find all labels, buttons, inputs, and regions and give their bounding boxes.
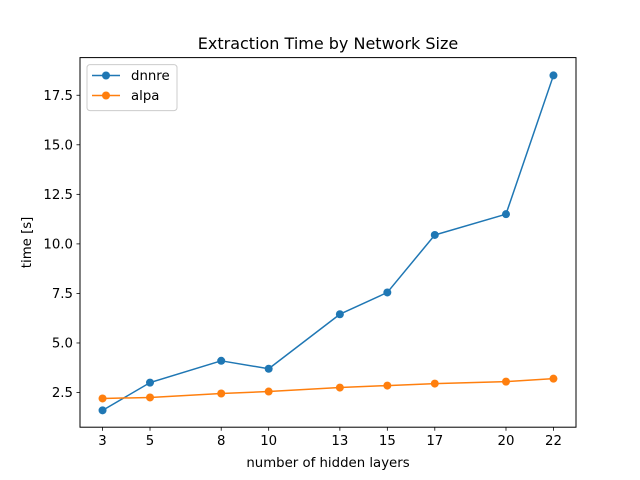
data-point-dnnre xyxy=(264,364,273,373)
y-tick-label: 10.0 xyxy=(43,237,73,252)
data-point-alpa xyxy=(98,394,107,403)
chart-title: Extraction Time by Network Size xyxy=(198,34,458,53)
series-layer xyxy=(98,71,558,415)
legend: dnnre alpa xyxy=(86,64,178,112)
data-point-alpa xyxy=(501,377,510,386)
y-axis-label: time [s] xyxy=(20,217,35,269)
plot-area: 3 5 8 10 13 15 17 20 22 2.5 5.0 7.5 10.0 12.5 15.0 17.… xyxy=(43,57,577,449)
x-axis-label: number of hidden layers xyxy=(246,456,409,471)
data-point-alpa xyxy=(383,381,392,390)
data-point-alpa xyxy=(549,374,558,383)
x-tick-label: 22 xyxy=(545,434,562,449)
data-point-alpa xyxy=(146,393,155,402)
y-tick-label: 12.5 xyxy=(43,188,73,203)
data-point-alpa xyxy=(430,379,439,388)
series-dnnre xyxy=(98,71,558,415)
series-line-alpa xyxy=(102,377,554,400)
y-tick-label: 7.5 xyxy=(52,287,73,302)
data-point-dnnre xyxy=(217,356,226,365)
x-tick-label: 8 xyxy=(217,434,225,449)
legend-marker-alpa xyxy=(102,91,110,100)
x-tick-label: 13 xyxy=(331,434,348,449)
x-tick-label: 10 xyxy=(260,434,277,449)
data-point-alpa xyxy=(217,389,226,398)
y-axis-ticks: 2.5 5.0 7.5 10.0 12.5 15.0 17.5 xyxy=(43,89,80,401)
x-axis-ticks: 3 5 8 10 13 15 17 20 22 xyxy=(98,427,562,449)
x-tick-label: 5 xyxy=(146,434,154,449)
data-point-dnnre xyxy=(383,288,392,297)
data-point-dnnre xyxy=(501,210,510,219)
series-alpa xyxy=(98,374,558,403)
y-tick-label: 5.0 xyxy=(52,337,73,352)
data-point-dnnre xyxy=(146,378,155,387)
legend-entry-alpa: alpa xyxy=(92,89,159,104)
x-tick-label: 20 xyxy=(498,434,515,449)
data-point-dnnre xyxy=(98,406,107,415)
legend-entry-dnnre: dnnre xyxy=(92,69,170,84)
data-point-dnnre xyxy=(549,71,558,80)
legend-label-alpa: alpa xyxy=(131,89,159,104)
x-tick-label: 17 xyxy=(426,434,443,449)
data-point-alpa xyxy=(264,387,273,396)
legend-label-dnnre: dnnre xyxy=(131,69,170,84)
data-point-dnnre xyxy=(430,230,439,239)
data-point-alpa xyxy=(335,383,344,392)
y-tick-label: 15.0 xyxy=(43,138,73,153)
axes-frame xyxy=(79,57,577,428)
y-tick-label: 17.5 xyxy=(43,89,73,104)
y-tick-label: 2.5 xyxy=(52,386,73,401)
legend-marker-dnnre xyxy=(102,71,110,80)
x-tick-label: 15 xyxy=(379,434,396,449)
x-tick-label: 3 xyxy=(98,434,106,449)
series-line-dnnre xyxy=(102,75,555,411)
data-point-dnnre xyxy=(335,310,344,319)
